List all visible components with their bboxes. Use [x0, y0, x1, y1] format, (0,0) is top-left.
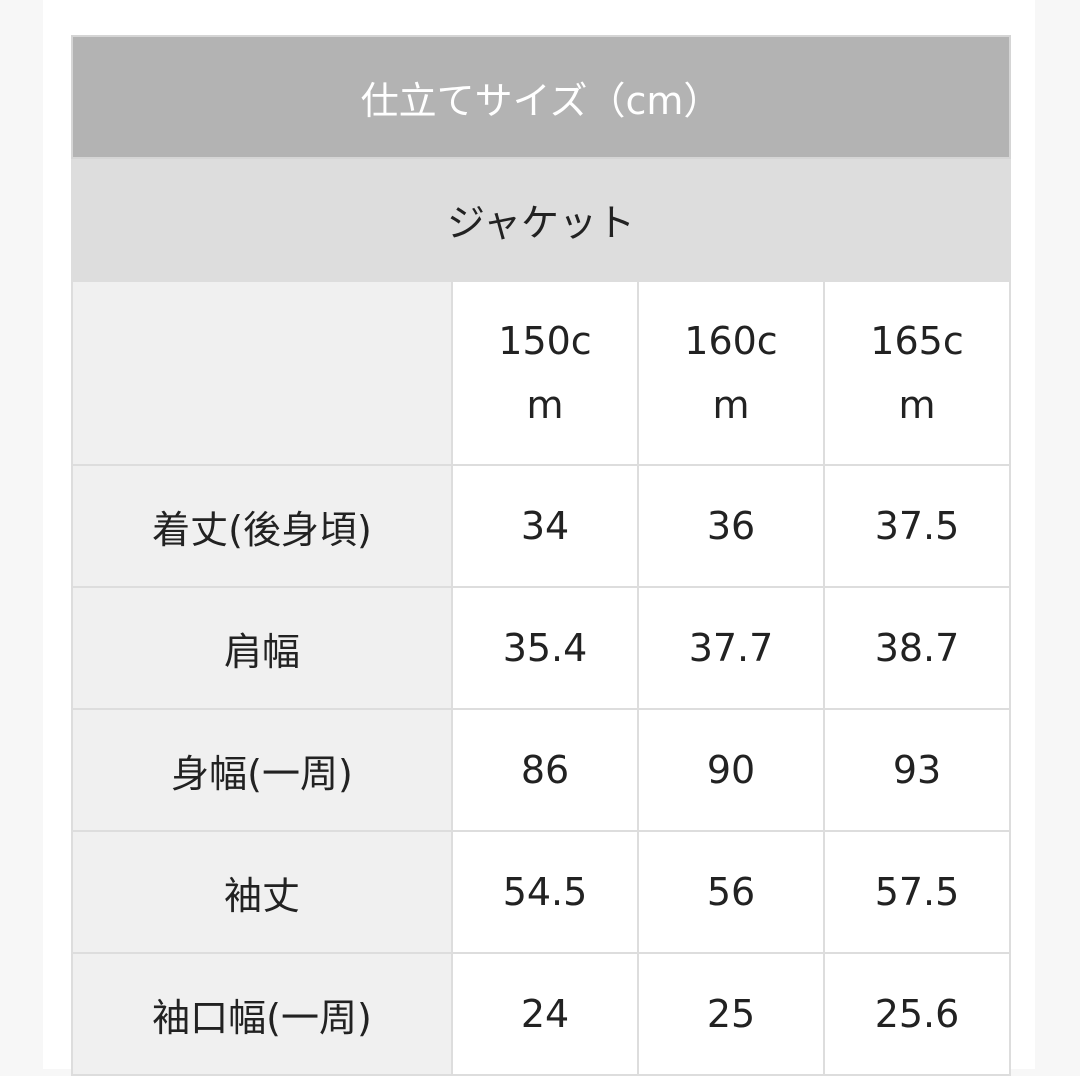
table-cell: 25	[637, 952, 825, 1076]
table-row: 袖口幅(一周) 24 25 25.6	[71, 952, 1012, 1076]
table-cell: 86	[451, 708, 639, 832]
column-header: 165cm	[822, 280, 1012, 466]
table-cell: 93	[822, 708, 1012, 832]
table-cell: 37.5	[822, 464, 1012, 588]
table-row: 袖丈 54.5 56 57.5	[71, 830, 1012, 954]
table-cell: 24	[451, 952, 639, 1076]
row-label: 袖丈	[71, 830, 453, 954]
table-cell: 34	[451, 464, 639, 588]
table-row: 肩幅 35.4 37.7 38.7	[71, 586, 1012, 710]
size-table: 仕立てサイズ（cm） ジャケット 150cm 160cm 165cm 着丈(後身…	[70, 35, 1012, 1076]
table-cell: 37.7	[637, 586, 825, 710]
table-cell: 35.4	[451, 586, 639, 710]
table-cell: 57.5	[822, 830, 1012, 954]
table-row: 着丈(後身頃) 34 36 37.5	[71, 464, 1012, 588]
row-label: 袖口幅(一周)	[71, 952, 453, 1076]
table-cell: 56	[637, 830, 825, 954]
table-cell: 38.7	[822, 586, 1012, 710]
header-corner	[71, 280, 453, 466]
table-cell: 25.6	[822, 952, 1012, 1076]
table-cell: 36	[637, 464, 825, 588]
row-label: 肩幅	[71, 586, 453, 710]
column-header: 160cm	[637, 280, 825, 466]
column-header: 150cm	[451, 280, 639, 466]
table-cell: 54.5	[451, 830, 639, 954]
header-row: 150cm 160cm 165cm	[71, 280, 1012, 466]
row-label: 着丈(後身頃)	[71, 464, 453, 588]
table-cell: 90	[637, 708, 825, 832]
table-subtitle: ジャケット	[70, 157, 1012, 282]
table-title: 仕立てサイズ（cm）	[70, 35, 1012, 159]
table-row: 身幅(一周) 86 90 93	[71, 708, 1012, 832]
row-label: 身幅(一周)	[71, 708, 453, 832]
